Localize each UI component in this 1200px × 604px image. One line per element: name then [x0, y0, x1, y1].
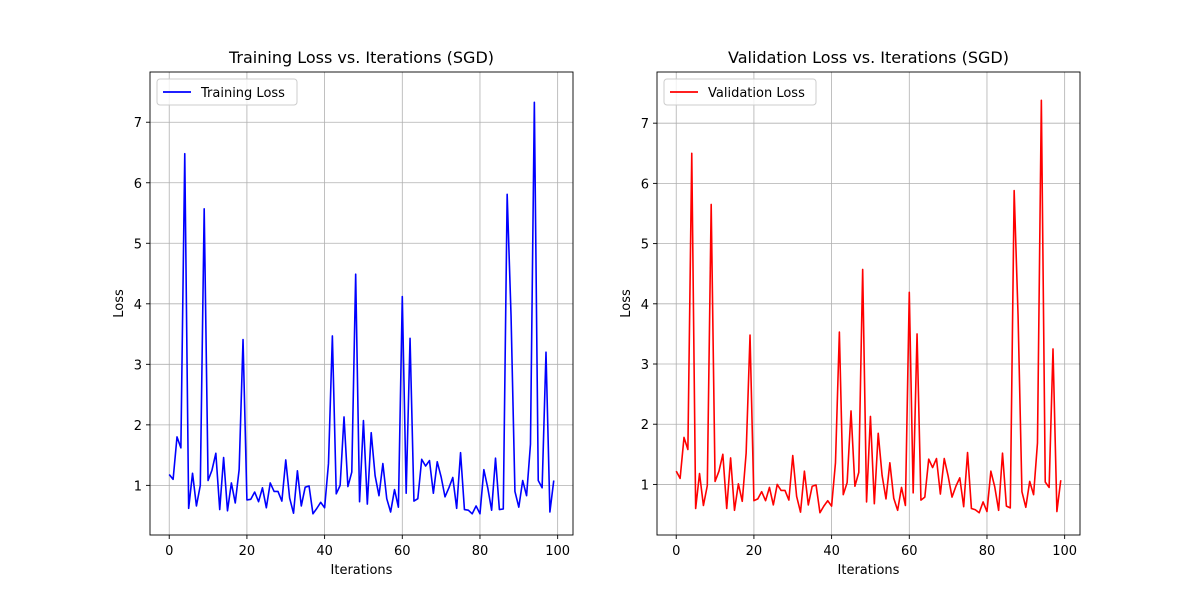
- legend: Validation Loss: [663, 78, 817, 106]
- x-tick-label: 0: [672, 544, 680, 559]
- y-tick-label: 2: [134, 419, 142, 434]
- y-tick-label: 5: [641, 238, 649, 253]
- x-tick-label: 60: [901, 544, 918, 559]
- x-tick-label: 20: [239, 544, 256, 559]
- series-line-training-loss: [168, 101, 555, 515]
- x-tick-label: 60: [394, 544, 411, 559]
- chart-title: Validation Loss vs. Iterations (SGD): [728, 48, 1009, 67]
- series-line-validation-loss: [675, 99, 1062, 514]
- chart-panel-2: 0 20 40 60 80 100 1 2 3 4 5 6 7 Validation Loss vs. I…: [619, 48, 1081, 578]
- x-tick-label: 40: [316, 544, 333, 559]
- y-tick-label: 5: [134, 237, 142, 252]
- y-tick-label: 3: [641, 358, 649, 373]
- x-tick-label: 100: [545, 544, 570, 559]
- y-tick-label: 4: [134, 298, 142, 313]
- chart-panel-1: 0 20 40 60 80 100 1 2 3 4 5 6 7 Training Loss vs. Ite…: [112, 48, 574, 578]
- legend: Training Loss: [156, 78, 298, 106]
- legend-box: [663, 78, 817, 106]
- legend-label: Validation Loss: [708, 86, 805, 101]
- y-tick-label: 1: [641, 478, 649, 493]
- x-tick-label: 80: [979, 544, 996, 559]
- y-tick-label: 6: [641, 177, 649, 192]
- x-axis-label: Iterations: [838, 563, 900, 578]
- y-axis-label: Loss: [112, 289, 127, 318]
- chart-title: Training Loss vs. Iterations (SGD): [228, 48, 494, 67]
- x-tick-label: 100: [1052, 544, 1077, 559]
- x-tick-label: 80: [472, 544, 489, 559]
- y-tick-label: 6: [134, 177, 142, 192]
- y-tick-label: 1: [134, 479, 142, 494]
- y-tick-label: 4: [641, 298, 649, 313]
- y-tick-label: 7: [134, 116, 142, 131]
- y-tick-label: 7: [641, 117, 649, 132]
- x-tick-label: 20: [746, 544, 763, 559]
- legend-label: Training Loss: [200, 86, 285, 101]
- y-axis-label: Loss: [619, 289, 634, 318]
- legend-box: [156, 78, 298, 106]
- x-axis-label: Iterations: [331, 563, 393, 578]
- x-tick-label: 0: [165, 544, 173, 559]
- x-tick-label: 40: [823, 544, 840, 559]
- y-tick-label: 2: [641, 418, 649, 433]
- y-tick-label: 3: [134, 358, 142, 373]
